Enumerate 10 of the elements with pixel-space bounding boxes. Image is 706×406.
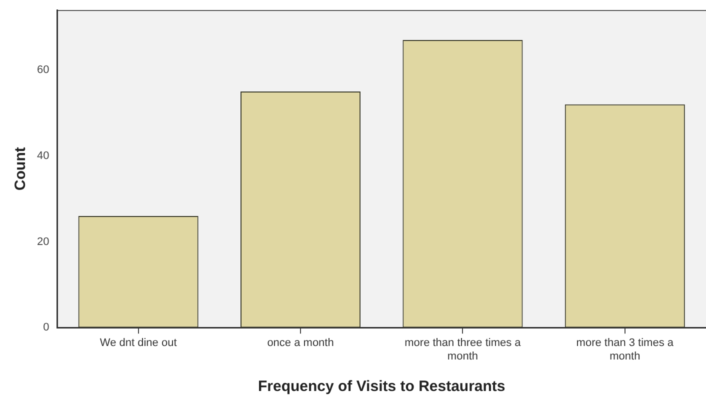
y-axis-title: Count xyxy=(12,147,30,190)
y-tick-label: 20 xyxy=(36,236,50,248)
y-tick-label: 60 xyxy=(36,64,50,76)
x-tick-label: once a month xyxy=(267,337,334,350)
x-tick-label: more than three times a month xyxy=(404,337,522,362)
y-tick-label: 0 xyxy=(43,322,50,334)
x-tick-label: We dnt dine out xyxy=(100,337,177,350)
y-tick-label: 40 xyxy=(36,150,50,162)
x-axis-title: Frequency of Visits to Restaurants xyxy=(258,378,506,396)
x-tick-label: more than 3 times a month xyxy=(576,337,674,362)
